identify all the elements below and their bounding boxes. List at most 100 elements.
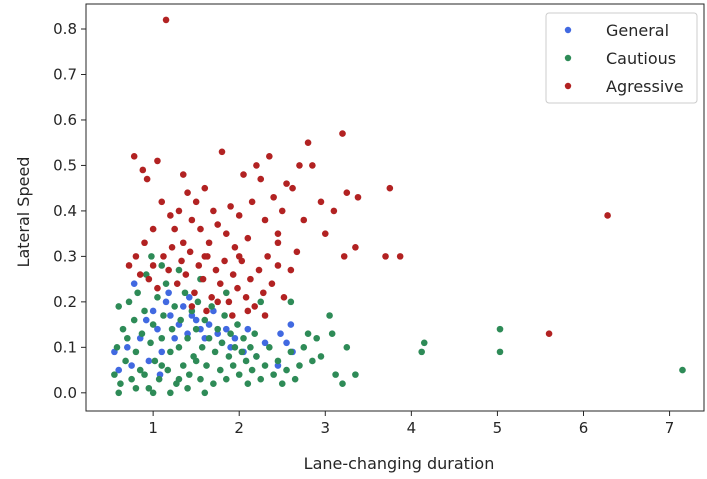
point-cautious [287,298,295,306]
point-cautious [184,384,191,392]
point-cautious [141,307,148,315]
point-cautious [113,344,121,351]
point-agressive [191,289,198,297]
y-tick-label: 0.8 [53,20,77,38]
point-agressive [141,239,148,247]
point-agressive [340,253,348,260]
point-agressive [251,303,259,310]
point-general [130,280,138,287]
point-cautious [175,375,183,383]
point-agressive [205,239,213,247]
point-general [128,362,135,369]
x-tick-label: 2 [234,419,244,437]
y-tick-label: 0.5 [53,156,77,174]
point-general [179,303,187,310]
point-general [142,316,150,324]
point-cautious [185,371,193,378]
point-agressive [167,212,174,219]
point-cautious [496,325,504,333]
point-cautious [287,348,295,356]
x-tick-label: 4 [407,419,417,437]
point-general [158,348,166,356]
point-cautious [231,344,239,351]
point-agressive [168,243,176,251]
y-tick-label: 0.2 [53,293,77,311]
point-agressive [264,253,271,260]
point-agressive [289,184,296,192]
point-cautious [148,253,155,260]
point-cautious [160,312,167,319]
point-agressive [280,294,288,301]
point-agressive [210,207,217,215]
point-cautious [164,366,172,374]
point-agressive [287,266,295,274]
point-agressive [234,284,241,292]
point-agressive [214,221,221,228]
point-agressive [257,175,265,183]
point-cautious [111,371,118,378]
point-general [244,325,252,333]
point-agressive [229,271,237,278]
y-tick-label: 0.7 [53,65,77,83]
point-cautious [242,357,250,365]
point-agressive [545,330,553,337]
point-agressive [396,253,404,260]
point-cautious [221,312,228,319]
point-cautious [420,339,428,347]
y-tick-label: 0.4 [53,202,77,220]
point-agressive [201,253,209,260]
point-cautious [175,266,183,274]
x-axis: 1 2 3 4 5 6 7 [148,411,674,437]
point-general [149,307,157,315]
point-agressive [330,207,338,215]
point-agressive [165,266,172,274]
point-general [261,339,269,347]
point-cautious [225,353,233,360]
point-cautious [248,366,256,374]
point-cautious [203,362,210,369]
point-agressive [343,189,351,197]
point-agressive [184,189,191,197]
point-agressive [321,230,329,237]
point-cautious [304,330,312,337]
point-cautious [283,366,290,374]
x-tick-label: 1 [148,419,158,437]
point-agressive [274,262,282,269]
point-cautious [125,298,133,306]
point-cautious [179,362,187,369]
point-agressive [179,171,187,178]
point-cautious [261,362,269,369]
point-general [184,330,191,337]
x-axis-label: Lane-changing duration [304,454,495,473]
point-cautious [244,380,252,388]
point-cautious [192,357,200,365]
point-agressive [235,253,243,260]
point-agressive [253,162,260,169]
point-agressive [132,253,140,260]
point-cautious [328,330,336,337]
point-agressive [260,289,267,297]
point-cautious [132,384,140,392]
point-agressive [203,307,210,315]
point-cautious [158,334,166,342]
point-general [287,321,295,328]
point-cautious [352,371,359,378]
point-agressive [182,271,190,278]
point-cautious [197,375,204,383]
point-cautious [278,380,286,388]
point-agressive [178,257,185,265]
point-cautious [177,316,184,324]
plot-frame [85,3,705,412]
point-agressive [309,162,316,169]
point-agressive [212,266,220,274]
point-cautious [117,380,124,388]
point-general [167,312,174,319]
point-cautious [300,344,308,351]
point-agressive [201,184,209,192]
point-cautious [205,334,213,342]
point-agressive [143,175,151,183]
point-agressive [248,198,256,206]
point-agressive [136,271,144,278]
point-cautious [270,371,277,378]
